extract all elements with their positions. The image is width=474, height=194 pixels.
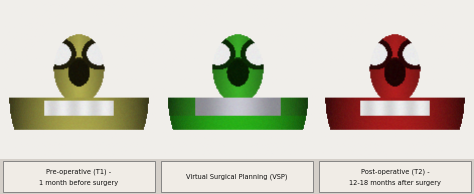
FancyBboxPatch shape [319, 161, 471, 192]
Text: Virtual Surgical Planning (VSP): Virtual Surgical Planning (VSP) [186, 173, 288, 180]
Text: Post-operative (T2) -: Post-operative (T2) - [361, 168, 429, 175]
FancyBboxPatch shape [3, 161, 155, 192]
Text: 12-18 months after surgery: 12-18 months after surgery [349, 180, 441, 186]
Text: 1 month before surgery: 1 month before surgery [39, 180, 118, 186]
Text: Pre-operative (T1) -: Pre-operative (T1) - [46, 168, 111, 175]
FancyBboxPatch shape [161, 161, 313, 192]
